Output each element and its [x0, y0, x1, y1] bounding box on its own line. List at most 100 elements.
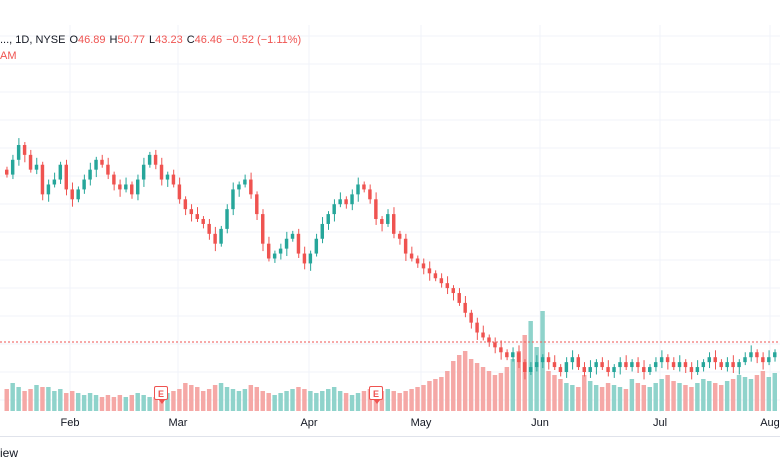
candle-body — [767, 357, 771, 363]
volume-bar — [10, 383, 15, 411]
volume-bar — [605, 383, 611, 411]
volume-bar — [69, 391, 75, 411]
candle-body — [118, 184, 122, 190]
volume-bar — [105, 395, 111, 411]
candle-body — [94, 159, 98, 170]
candle-body — [76, 189, 80, 200]
candle-body — [427, 268, 432, 274]
view-button[interactable]: iew — [0, 446, 19, 460]
volume-bar — [534, 347, 539, 411]
candle-body — [612, 367, 616, 372]
candle-body — [564, 362, 569, 372]
candle-body — [606, 367, 610, 372]
close-value: 46.46 — [194, 34, 223, 46]
candle-body — [439, 278, 444, 284]
volume-bar — [195, 387, 200, 411]
candle-body — [671, 362, 676, 368]
candle-body — [582, 367, 586, 372]
volume-bar — [427, 381, 432, 411]
volume-bar — [224, 387, 230, 411]
candle-body — [713, 357, 717, 363]
volume-bar — [272, 395, 277, 411]
candle-body — [642, 367, 646, 372]
candle-body — [731, 362, 735, 368]
candle-body — [70, 189, 74, 200]
candle-body — [648, 367, 652, 372]
candle-body — [517, 352, 521, 363]
price-chart[interactable] — [0, 0, 780, 415]
candle-body — [433, 273, 438, 279]
volume-bar — [611, 385, 617, 411]
volume-bar — [772, 373, 777, 411]
volume-bar — [724, 381, 730, 411]
volume-bar — [314, 393, 319, 411]
volume-bar — [552, 375, 557, 411]
volume-bar — [391, 391, 396, 411]
candle-body — [302, 253, 307, 264]
volume-bar — [254, 387, 260, 411]
candle-body — [147, 154, 152, 165]
volume-bar — [93, 395, 99, 411]
volume-bar — [701, 379, 706, 411]
volume-bar — [492, 375, 498, 411]
candle-body — [499, 347, 503, 353]
candle-body — [130, 184, 134, 195]
volume-bar — [75, 393, 81, 411]
x-tick-label: May — [410, 417, 432, 429]
candle-body — [332, 204, 336, 215]
candle-body — [481, 332, 485, 338]
volume-bar — [403, 391, 408, 411]
volume-bar — [397, 393, 402, 411]
x-tick-label: Jun — [531, 417, 549, 429]
volume-bar — [81, 395, 87, 411]
volume-bar — [52, 391, 57, 411]
volume-bar — [40, 387, 45, 411]
volume-bar — [730, 379, 736, 411]
candle-body — [588, 367, 592, 372]
candle-body — [350, 194, 354, 205]
volume-bar — [183, 383, 188, 411]
candle-body — [177, 184, 182, 200]
candle-body — [159, 164, 164, 180]
candle-body — [386, 214, 390, 224]
volume-bar — [695, 383, 700, 411]
candle-body — [189, 209, 194, 215]
candle-body — [255, 194, 259, 215]
candle-body — [737, 362, 741, 368]
volume-bar — [451, 361, 456, 411]
volume-bar — [516, 351, 521, 411]
volume-bar — [34, 385, 39, 411]
candle-body — [338, 199, 342, 205]
volume-bar — [284, 391, 289, 411]
candle-body — [308, 253, 313, 264]
candle-body — [719, 362, 723, 368]
volume-bar — [593, 385, 599, 411]
earnings-marker[interactable]: E — [154, 386, 168, 404]
x-tick-label: Jul — [652, 417, 668, 429]
candle-body — [689, 367, 694, 372]
candle-body — [570, 357, 575, 363]
volume-bar — [587, 381, 593, 411]
volume-bar — [677, 383, 682, 411]
volume-bar — [111, 397, 117, 411]
volume-bar — [22, 391, 27, 411]
candle-body — [522, 362, 527, 372]
volume-bar — [46, 387, 51, 411]
volume-bar — [326, 389, 331, 411]
volume-bar — [629, 379, 635, 411]
volume-bar — [147, 397, 152, 411]
volume-bar — [212, 385, 218, 411]
volume-bar — [599, 387, 605, 411]
symbol-name-tail: ... — [0, 34, 10, 46]
volume-bar — [117, 395, 123, 411]
earnings-marker[interactable]: E — [369, 386, 383, 404]
candle-body — [534, 362, 539, 368]
interval-label: 1D — [15, 34, 30, 46]
volume-bar — [760, 371, 766, 411]
volume-bar — [718, 385, 724, 411]
candle-body — [112, 174, 116, 185]
time-axis[interactable]: Feb Mar Apr May Jun Jul Aug — [0, 413, 780, 433]
candle-body — [284, 238, 289, 249]
candle-body — [58, 164, 63, 180]
volume-bar — [153, 397, 158, 411]
